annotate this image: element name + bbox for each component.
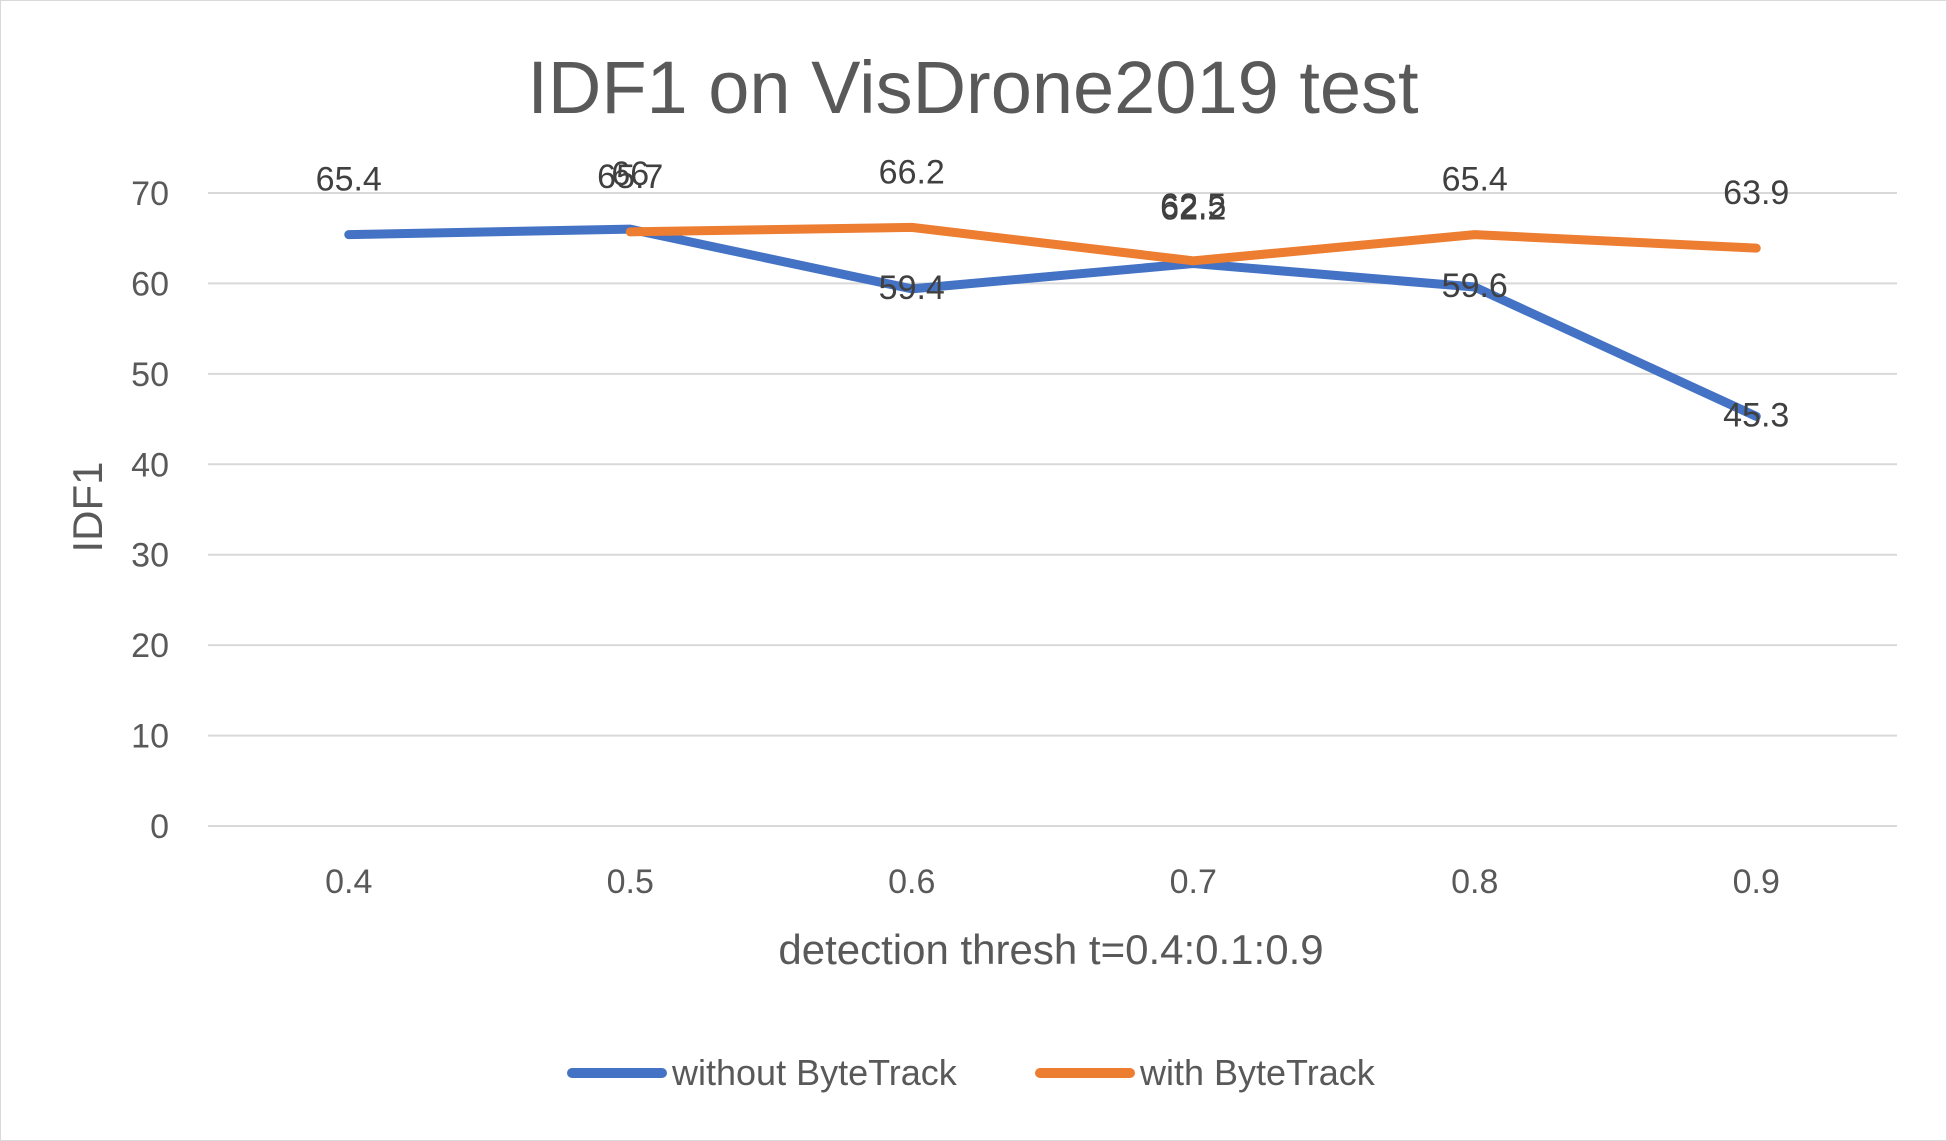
series-line-with-bytetrack — [625, 222, 1761, 266]
data-label: 66 — [611, 155, 649, 193]
data-label: 65.4 — [1442, 161, 1508, 199]
chart-title: IDF1 on VisDrone2019 test — [527, 46, 1419, 129]
x-tick-label: 0.7 — [1170, 863, 1217, 901]
x-tick-label: 0.9 — [1733, 863, 1780, 901]
data-label: 65.4 — [316, 161, 382, 199]
data-label: 62.2 — [1160, 190, 1226, 228]
data-label: 45.3 — [1723, 396, 1789, 434]
x-tick-label: 0.4 — [325, 863, 372, 901]
series-lines — [344, 222, 1761, 421]
gridlines — [208, 192, 1897, 827]
legend: without ByteTrack with ByteTrack — [567, 1052, 1376, 1093]
data-label: 65.7 — [597, 158, 663, 196]
data-label: 59.6 — [1442, 267, 1508, 305]
legend-label-without-bytetrack: without ByteTrack — [671, 1052, 958, 1093]
y-tick-label: 60 — [131, 265, 169, 303]
x-tick-label: 0.8 — [1451, 863, 1498, 901]
x-axis-tick-labels: 0.4 0.5 0.6 0.7 0.8 0.9 — [325, 863, 1780, 901]
y-tick-label: 10 — [131, 718, 169, 756]
y-axis-title: IDF1 — [64, 461, 111, 552]
x-tick-label: 0.5 — [607, 863, 654, 901]
y-axis-tick-labels: 0 10 20 30 40 50 60 70 — [131, 175, 169, 846]
data-label: 66.2 — [879, 153, 945, 191]
y-tick-label: 30 — [131, 537, 169, 575]
y-tick-label: 0 — [150, 808, 169, 846]
data-label: 62.5 — [1160, 187, 1226, 225]
y-tick-label: 50 — [131, 356, 169, 394]
x-axis-title: detection thresh t=0.4:0.1:0.9 — [778, 926, 1323, 973]
data-label: 59.4 — [879, 269, 945, 307]
series-line-without-bytetrack — [344, 224, 1761, 421]
y-tick-label: 70 — [131, 175, 169, 213]
y-tick-label: 40 — [131, 446, 169, 484]
data-labels: 65.4 66 59.4 62.2 59.6 45.3 65.7 66.2 62.5 65.4 63… — [316, 153, 1790, 434]
legend-label-with-bytetrack: with ByteTrack — [1139, 1052, 1376, 1093]
y-tick-label: 20 — [131, 627, 169, 665]
x-tick-label: 0.6 — [888, 863, 935, 901]
data-label: 63.9 — [1723, 174, 1789, 212]
